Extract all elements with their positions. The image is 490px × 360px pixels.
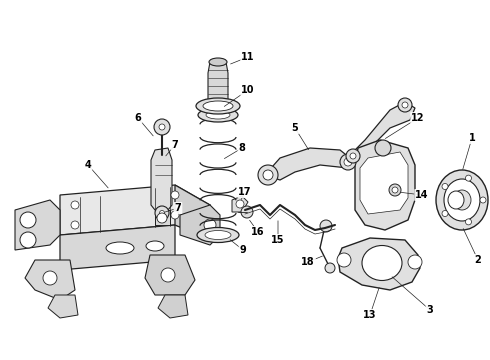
Circle shape: [320, 220, 332, 232]
Circle shape: [71, 221, 79, 229]
Text: 11: 11: [241, 52, 255, 62]
Polygon shape: [145, 255, 195, 295]
Circle shape: [375, 140, 391, 156]
Text: 3: 3: [427, 305, 433, 315]
Circle shape: [258, 165, 278, 185]
Polygon shape: [25, 260, 75, 300]
Ellipse shape: [444, 179, 480, 221]
Polygon shape: [60, 225, 175, 270]
Ellipse shape: [197, 228, 239, 243]
Text: 1: 1: [468, 133, 475, 143]
Polygon shape: [155, 210, 170, 225]
Circle shape: [263, 170, 273, 180]
Polygon shape: [151, 148, 172, 210]
Text: 4: 4: [85, 160, 91, 170]
Text: 10: 10: [241, 85, 255, 95]
Text: 7: 7: [172, 140, 178, 150]
Text: 12: 12: [411, 113, 425, 123]
Text: 9: 9: [240, 245, 246, 255]
Ellipse shape: [436, 170, 488, 230]
Circle shape: [325, 263, 335, 273]
Ellipse shape: [198, 108, 238, 122]
Circle shape: [480, 197, 486, 203]
Circle shape: [344, 158, 352, 166]
Polygon shape: [232, 196, 248, 212]
Circle shape: [154, 119, 170, 135]
Circle shape: [408, 255, 422, 269]
Text: 6: 6: [135, 113, 142, 123]
Circle shape: [20, 212, 36, 228]
Circle shape: [236, 200, 244, 208]
Circle shape: [20, 232, 36, 248]
Circle shape: [466, 219, 471, 225]
Circle shape: [171, 191, 179, 199]
Circle shape: [157, 213, 167, 223]
Text: 16: 16: [251, 227, 265, 237]
Ellipse shape: [106, 242, 134, 254]
Ellipse shape: [442, 184, 470, 216]
Polygon shape: [60, 185, 210, 235]
Ellipse shape: [146, 241, 164, 251]
Text: 5: 5: [292, 123, 298, 133]
Circle shape: [350, 153, 356, 159]
Ellipse shape: [362, 246, 402, 280]
Circle shape: [161, 268, 175, 282]
Polygon shape: [180, 205, 220, 245]
Polygon shape: [338, 238, 420, 290]
Circle shape: [466, 175, 471, 181]
Circle shape: [155, 206, 169, 220]
Polygon shape: [350, 102, 415, 158]
Ellipse shape: [448, 191, 464, 209]
Ellipse shape: [205, 230, 231, 239]
Polygon shape: [208, 62, 228, 106]
Circle shape: [442, 184, 448, 189]
Polygon shape: [158, 295, 188, 318]
Text: 13: 13: [363, 310, 377, 320]
Ellipse shape: [196, 98, 240, 114]
Polygon shape: [48, 295, 78, 318]
Circle shape: [241, 206, 253, 218]
Circle shape: [402, 102, 408, 108]
Text: 2: 2: [475, 255, 481, 265]
Polygon shape: [360, 152, 408, 214]
Polygon shape: [355, 140, 415, 230]
Circle shape: [71, 201, 79, 209]
Text: 15: 15: [271, 235, 285, 245]
Ellipse shape: [453, 190, 471, 210]
Circle shape: [337, 253, 351, 267]
Ellipse shape: [206, 111, 230, 119]
Circle shape: [43, 271, 57, 285]
Circle shape: [340, 154, 356, 170]
Text: 14: 14: [415, 190, 429, 200]
Text: 18: 18: [301, 257, 315, 267]
Circle shape: [392, 187, 398, 193]
Ellipse shape: [203, 101, 233, 111]
Circle shape: [398, 98, 412, 112]
Circle shape: [160, 211, 165, 216]
Circle shape: [389, 184, 401, 196]
Polygon shape: [175, 185, 210, 240]
Text: 8: 8: [239, 143, 245, 153]
Polygon shape: [15, 200, 60, 250]
Text: 7: 7: [174, 203, 181, 213]
Circle shape: [204, 219, 216, 231]
Circle shape: [346, 149, 360, 163]
Circle shape: [171, 211, 179, 219]
Circle shape: [442, 211, 448, 216]
Circle shape: [159, 124, 165, 130]
Ellipse shape: [209, 58, 227, 66]
Text: 17: 17: [238, 187, 252, 197]
Polygon shape: [265, 148, 350, 180]
